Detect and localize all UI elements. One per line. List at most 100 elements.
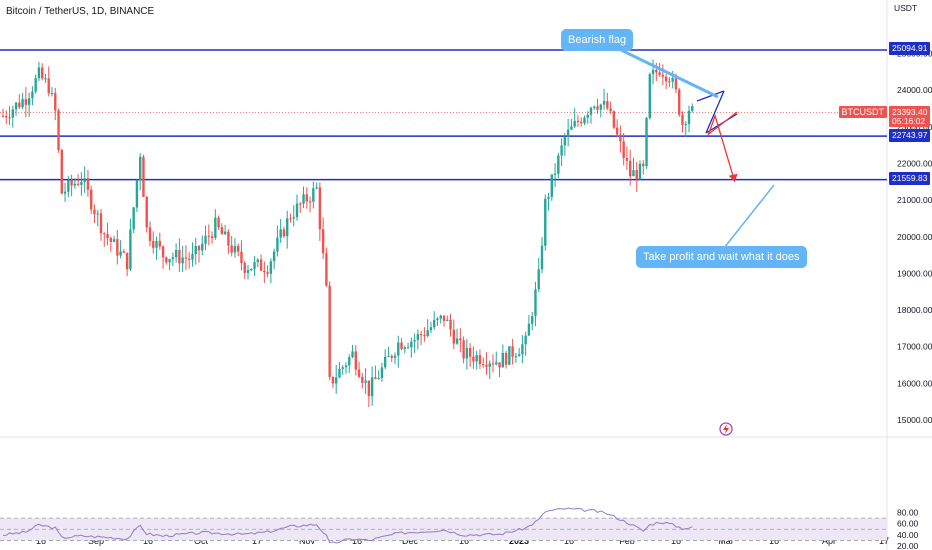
candle-body <box>57 110 60 150</box>
candle-body <box>629 160 632 177</box>
price-tick-label: 16000.00 <box>897 378 932 388</box>
candle-body <box>295 203 299 218</box>
candle-body <box>201 243 204 251</box>
time-tick-label: Dec <box>402 536 419 546</box>
candle-body <box>112 239 116 242</box>
candle-body <box>282 229 286 237</box>
candle-body <box>495 362 498 365</box>
candle-body <box>534 289 537 317</box>
candle-body <box>325 253 328 286</box>
symbol-tag: BTCUSDT <box>838 106 887 118</box>
candle-body <box>41 67 44 79</box>
candle-body <box>550 174 553 197</box>
candle-body <box>54 92 57 111</box>
candle-body <box>380 367 384 378</box>
candle-body <box>615 127 619 135</box>
candle-body <box>403 347 406 350</box>
candle-body <box>622 141 625 158</box>
candle-body <box>498 362 501 368</box>
candle-body <box>223 231 227 235</box>
candle-body <box>168 259 171 263</box>
candle-body <box>27 98 31 105</box>
candle-body <box>419 334 423 336</box>
time-tick-label: Sep <box>88 536 104 546</box>
time-tick-label: 2023 <box>509 536 529 546</box>
candle-body <box>632 170 635 177</box>
candle-body <box>511 346 514 357</box>
level-21559-tag: 21559.83 <box>889 172 930 185</box>
candle-body <box>351 351 354 358</box>
candle-body <box>433 320 436 328</box>
candle-body <box>393 355 397 358</box>
candle-body <box>557 155 560 174</box>
candle-body <box>122 251 126 253</box>
candle-body <box>426 330 429 337</box>
flag-upper-line <box>696 90 725 102</box>
level-25094-tag: 25094.91 <box>889 42 930 55</box>
candle-body <box>305 194 308 202</box>
countdown-tag: 05:16:02 <box>889 116 930 127</box>
candle-body <box>452 329 455 344</box>
candle-body <box>357 369 361 377</box>
price-tick-label: 18000.00 <box>897 305 932 315</box>
candle-body <box>540 245 544 270</box>
candle-body <box>436 318 439 321</box>
candle-body <box>237 245 240 252</box>
candle-body <box>276 237 279 252</box>
candle-body <box>570 126 573 130</box>
candle-body <box>256 259 259 263</box>
candle-body <box>191 254 194 260</box>
candle-body <box>544 198 547 246</box>
candle-body <box>691 106 694 111</box>
candle-body <box>184 257 188 259</box>
candle-body <box>243 262 246 273</box>
candle-body <box>14 102 18 110</box>
candle-body <box>400 342 403 350</box>
candle-body <box>194 245 197 255</box>
candle-body <box>344 365 348 368</box>
candle-body <box>684 123 687 125</box>
candle-body <box>370 377 374 397</box>
time-tick-label: Oct <box>194 536 209 546</box>
candle-body <box>34 78 37 92</box>
candle-body <box>31 91 34 99</box>
candle-body <box>60 149 63 194</box>
candle-body <box>364 380 367 383</box>
candle-body <box>155 240 158 248</box>
candle-body <box>135 180 139 208</box>
currency-label: USDT <box>894 3 917 13</box>
candle-body <box>129 229 132 270</box>
candle-body <box>596 106 599 110</box>
candles-group <box>1 59 694 407</box>
candle-body <box>106 234 109 238</box>
candle-body <box>70 180 73 186</box>
candle-body <box>537 269 540 290</box>
candle-body <box>602 101 606 105</box>
candle-body <box>485 364 488 367</box>
candle-body <box>687 110 691 124</box>
last-price-tag: 23393.40 <box>889 106 930 119</box>
rsi-line <box>2 507 693 544</box>
candle-body <box>217 217 220 228</box>
candle-body <box>416 334 420 341</box>
candle-body <box>83 178 86 182</box>
time-tick-label: 16 <box>36 536 46 546</box>
candle-body <box>44 78 47 80</box>
candle-body <box>220 227 224 235</box>
candle-body <box>619 134 622 142</box>
candle-body <box>93 209 96 215</box>
candle-body <box>145 196 148 228</box>
candle-body <box>299 203 302 205</box>
candle-body <box>348 357 351 366</box>
candle-body <box>80 181 83 185</box>
candle-body <box>521 344 524 355</box>
candle-body <box>116 239 119 256</box>
candle-body <box>165 257 168 263</box>
candle-body <box>103 233 106 235</box>
symbol-title: Bitcoin / TetherUS, 1D, BINANCE <box>6 6 155 17</box>
candle-body <box>573 120 576 127</box>
candle-body <box>449 319 452 330</box>
candle-body <box>527 323 531 336</box>
